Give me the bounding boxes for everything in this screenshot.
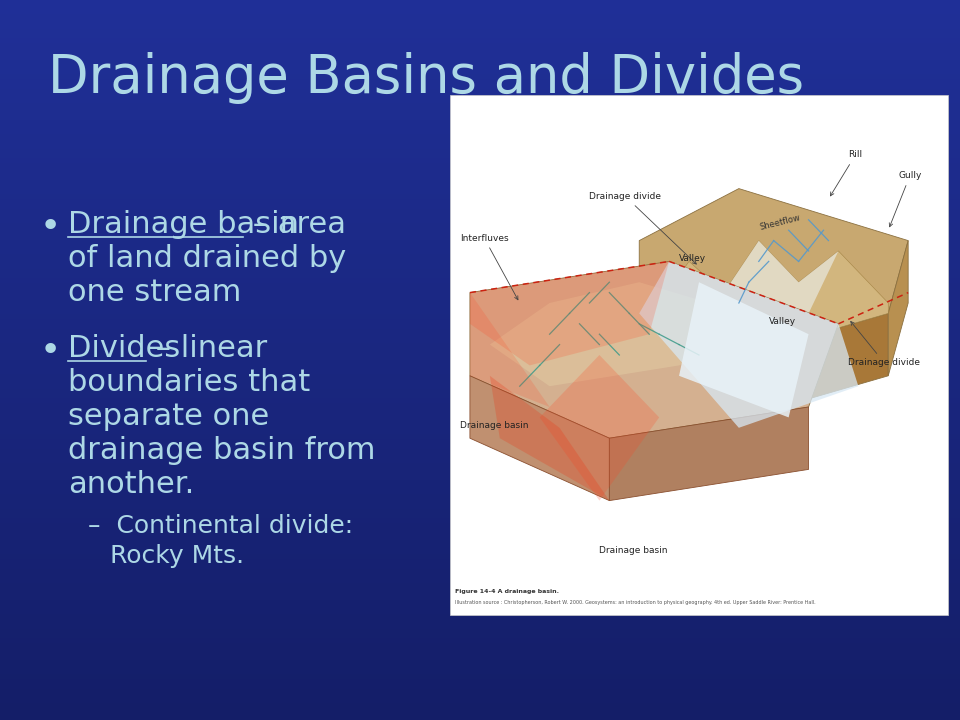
Text: Sheetflow: Sheetflow [758,213,802,232]
Polygon shape [490,282,749,386]
Text: Figure 14-4 A drainage basin.: Figure 14-4 A drainage basin. [455,589,559,594]
Bar [450,95,948,615]
Text: Valley: Valley [769,317,796,325]
Text: one stream: one stream [68,278,241,307]
Polygon shape [708,313,888,428]
Text: Rocky Mts.: Rocky Mts. [110,544,244,568]
Polygon shape [660,240,888,365]
Polygon shape [490,376,610,500]
Text: Gully: Gully [889,171,922,227]
Text: Interfluves: Interfluves [460,233,518,300]
Text: Drainage divide: Drainage divide [849,321,921,367]
Text: Divides: Divides [68,334,180,363]
Text: Drainage basin: Drainage basin [460,420,528,430]
Text: Drainage basin: Drainage basin [599,546,668,554]
Polygon shape [888,240,908,376]
Text: •: • [40,210,61,244]
Text: Drainage divide: Drainage divide [589,192,696,264]
Polygon shape [470,292,549,407]
Polygon shape [610,407,808,500]
Text: boundaries that: boundaries that [68,368,310,397]
Text: another.: another. [68,470,194,499]
Polygon shape [639,189,908,365]
Text: Drainage Basins and Divides: Drainage Basins and Divides [48,52,804,104]
Text: – linear: – linear [146,334,267,363]
Text: –  Continental divide:: – Continental divide: [88,514,353,538]
Text: of land drained by: of land drained by [68,244,347,273]
Polygon shape [679,282,808,418]
Text: •: • [40,334,61,368]
Polygon shape [470,261,838,438]
Polygon shape [724,240,838,329]
Polygon shape [639,313,708,428]
Text: drainage basin from: drainage basin from [68,436,375,465]
Polygon shape [470,376,610,500]
Polygon shape [470,261,669,365]
Polygon shape [639,261,858,428]
Text: – area: – area [243,210,346,239]
Text: Drainage basin: Drainage basin [68,210,299,239]
Text: Rill: Rill [830,150,862,196]
Polygon shape [540,355,660,500]
Text: Valley: Valley [679,254,707,264]
Text: separate one: separate one [68,402,269,431]
Text: Illustration source : Christopherson, Robert W. 2000. Geosystems: an introductio: Illustration source : Christopherson, Ro… [455,600,816,605]
